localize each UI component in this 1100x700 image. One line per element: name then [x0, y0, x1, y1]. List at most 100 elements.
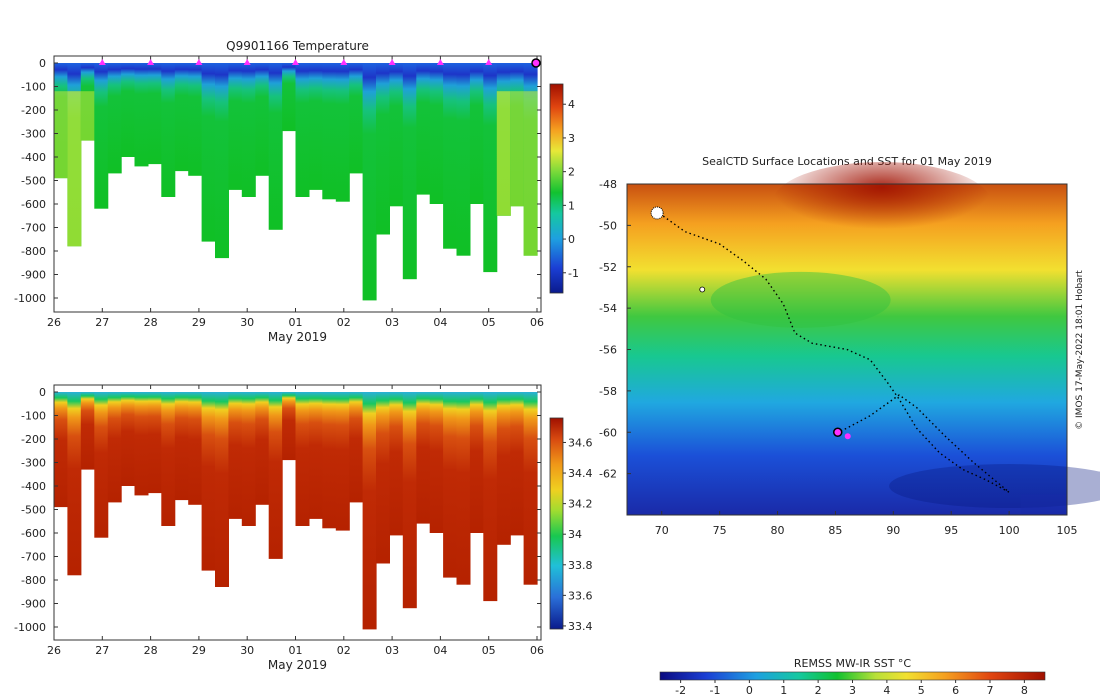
- profile-column: [429, 392, 444, 533]
- profile-column: [255, 63, 270, 176]
- x-tick-label: 01: [289, 316, 303, 329]
- sst-colorbar-tick-label: 2: [815, 684, 822, 697]
- sst-colorbar-tick-label: 0: [746, 684, 753, 697]
- colorbar-tick-label: 34.6: [568, 436, 593, 449]
- recent-position-marker: [844, 433, 851, 440]
- salinity-panel: 0 -100 -200 -300 -400 -500 -600 -700 -800 -900 -10…: [14, 384, 593, 672]
- colorbar-tick-label: 34.4: [568, 467, 593, 480]
- map-y-tick-label: -56: [599, 344, 617, 357]
- profile-column: [376, 63, 390, 235]
- y-tick-label: 0: [39, 386, 46, 399]
- y-tick-label: -300: [21, 457, 46, 470]
- profile-column: [161, 392, 176, 526]
- warm-layer: [496, 91, 511, 216]
- map-x-tick-label: 75: [713, 524, 727, 537]
- x-tick-label: 30: [240, 644, 254, 657]
- watermark: © IMOS 17-May-2022 18:01 Hobart: [1075, 270, 1085, 430]
- profile-column: [416, 63, 431, 195]
- x-tick-label: 29: [192, 316, 206, 329]
- profile-column: [349, 63, 364, 174]
- warm-layer: [80, 91, 95, 141]
- profile-column: [174, 63, 189, 172]
- profile-column: [228, 392, 243, 519]
- profile-column: [134, 63, 149, 167]
- sst-colorbar-tick-label: 3: [849, 684, 856, 697]
- map-x-tick-label: 70: [655, 524, 669, 537]
- profile-column: [268, 392, 283, 559]
- x-tick-label: 04: [433, 316, 447, 329]
- x-tick-label: 05: [482, 316, 496, 329]
- surface-marker: [292, 59, 299, 65]
- profile-column: [362, 63, 377, 301]
- profile-column: [469, 392, 484, 533]
- profile-column: [161, 63, 176, 197]
- x-tick-label: 03: [385, 316, 399, 329]
- profile-column: [510, 392, 525, 536]
- y-tick-label: -100: [21, 410, 46, 423]
- sst-colorbar-tick-label: 8: [1021, 684, 1028, 697]
- y-tick-label: -1000: [14, 292, 46, 305]
- profile-column: [174, 392, 189, 501]
- x-tick-label: 28: [144, 316, 158, 329]
- current-profile-marker: [531, 58, 541, 68]
- map-y-tick-label: -52: [599, 261, 617, 274]
- profile-column: [376, 392, 390, 564]
- x-axis-label: May 2019: [268, 330, 327, 344]
- sst-colorbar-tick-label: -2: [675, 684, 686, 697]
- surface-marker: [340, 59, 348, 65]
- x-axis-label: May 2019: [268, 658, 327, 672]
- colorbar-tick-label: 3: [568, 132, 575, 145]
- y-tick-label: -400: [21, 480, 46, 493]
- profile-column: [496, 392, 511, 545]
- sst-colorbar-tick-label: 1: [780, 684, 787, 697]
- plot-frame: [53, 55, 542, 313]
- profile-column: [402, 63, 417, 280]
- y-tick-label: -600: [21, 198, 46, 211]
- x-tick-label: 02: [337, 644, 351, 657]
- surface-marker: [388, 59, 396, 65]
- surface-marker: [98, 59, 106, 65]
- sst-colorbar-tick-label: 6: [952, 684, 959, 697]
- profile-column: [362, 392, 377, 630]
- map-y-tick-label: -54: [599, 302, 617, 315]
- map-y-tick-label: -60: [599, 426, 617, 439]
- colorbar-tick-label: 34.2: [568, 498, 593, 511]
- sst-colorbar-tick-label: -1: [710, 684, 721, 697]
- profile-column: [215, 63, 229, 259]
- y-tick-label: -400: [21, 151, 46, 164]
- y-tick-label: -600: [21, 527, 46, 540]
- colorbar-label: REMSS MW-IR SST °C: [794, 657, 912, 670]
- y-tick-label: -500: [21, 175, 46, 188]
- surface-marker: [485, 59, 493, 65]
- profile-column: [443, 63, 458, 249]
- map-x-tick-label: 95: [944, 524, 958, 537]
- profile-column: [443, 392, 458, 578]
- map-x-tick-label: 105: [1057, 524, 1078, 537]
- profile-column: [228, 63, 243, 190]
- profile-column: [94, 63, 109, 209]
- x-tick-label: 26: [47, 644, 61, 657]
- y-tick-label: -200: [21, 433, 46, 446]
- x-tick-label: 04: [433, 644, 447, 657]
- surface-marker: [147, 59, 155, 65]
- colorbar-tick-label: 33.4: [568, 620, 593, 633]
- profile-column: [282, 392, 297, 461]
- warm-eddy: [771, 162, 992, 246]
- x-tick-label: 02: [337, 316, 351, 329]
- map-y-tick-label: -62: [599, 468, 617, 481]
- current-position-marker: [832, 427, 843, 437]
- profile-column: [188, 63, 203, 176]
- warm-layer: [510, 91, 525, 207]
- colorbar-tick-label: 1: [568, 199, 575, 212]
- colorbar-tick-label: 33.6: [568, 589, 593, 602]
- heard-island: [699, 286, 706, 293]
- profile-column: [456, 63, 471, 256]
- map-y-tick-label: -48: [599, 178, 617, 191]
- sst-colorbar: [659, 671, 1046, 681]
- warm-layer: [67, 91, 82, 247]
- colorbar-tick-label: 0: [568, 233, 575, 246]
- y-tick-label: -800: [21, 574, 46, 587]
- profile-column: [469, 63, 484, 204]
- sst-colorbar-tick-label: 5: [918, 684, 925, 697]
